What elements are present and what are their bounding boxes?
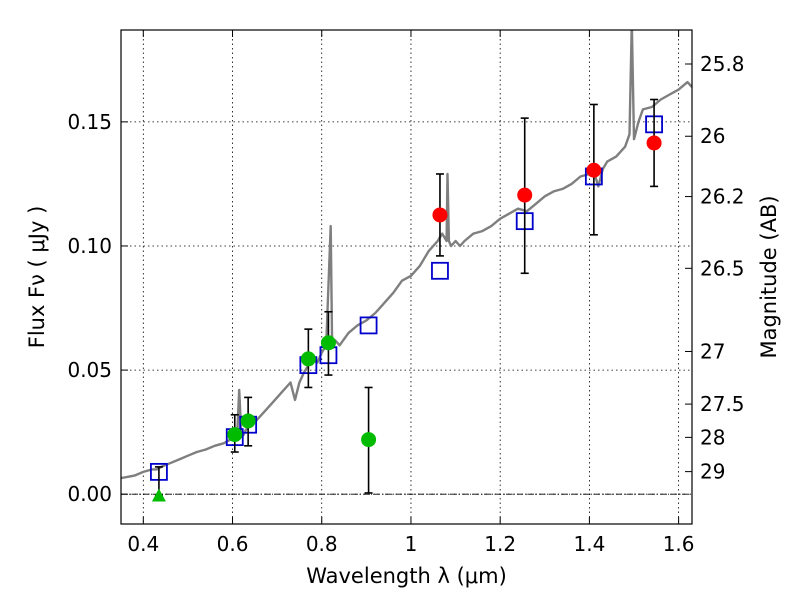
magnitude-tick-label: 29 (700, 460, 725, 484)
observed-circle-point (300, 351, 316, 367)
x-tick-label: 0.6 (217, 532, 249, 556)
spectrum-line (121, 30, 692, 480)
magnitude-tick-label: 26.2 (700, 185, 745, 209)
observed-circle-point (240, 413, 256, 429)
magnitude-tick-label: 27.5 (700, 392, 745, 416)
plot-frame (120, 29, 693, 525)
y-tick-label: 0.00 (67, 482, 112, 506)
y-tick-label: 0.15 (67, 110, 112, 134)
model-square-point (431, 261, 449, 280)
photometry-points (150, 98, 663, 502)
magnitude-tick-labels: 25.8 26 26.2 26.5 27 27.5 28 29 (700, 52, 745, 484)
magnitude-tick-label: 26 (700, 124, 725, 148)
y-tick-labels: 0.00 0.05 0.10 0.15 (67, 110, 112, 506)
axis-ticks (121, 30, 692, 524)
magnitude-tick-label: 27 (700, 339, 725, 363)
observed-circle-point (586, 162, 602, 178)
observed-circle-point (320, 335, 336, 351)
x-tick-label: 1.6 (663, 532, 695, 556)
y-axis-label: Flux Fν ( μJy ) (25, 206, 49, 349)
magnitude-tick-label: 26.5 (700, 256, 745, 280)
x-tick-label: 1.2 (484, 532, 516, 556)
y-tick-label: 0.10 (67, 234, 112, 258)
observed-circle-point (517, 187, 533, 203)
model-square-point (359, 316, 378, 335)
magnitude-axis-label: Magnitude (AB) (757, 195, 781, 358)
x-axis-label: Wavelength λ (μm) (306, 564, 507, 588)
x-tick-label: 0.8 (306, 532, 338, 556)
x-tick-label: 0.4 (127, 532, 159, 556)
x-tick-labels: 0.4 0.6 0.8 1 1.2 1.4 1.6 (127, 532, 694, 556)
model-spectrum (121, 30, 692, 480)
observed-triangle-point (151, 488, 166, 502)
grid-lines (121, 30, 692, 524)
observed-circle-point (361, 432, 377, 448)
y-tick-label: 0.05 (67, 358, 112, 382)
magnitude-tick-label: 28 (700, 425, 725, 449)
x-tick-label: 1.4 (573, 532, 605, 556)
observed-circle-point (646, 135, 662, 151)
observed-circle-point (432, 207, 448, 223)
magnitude-tick-label: 25.8 (700, 52, 745, 76)
observed-circle-point (227, 427, 243, 443)
x-tick-label: 1 (405, 532, 418, 556)
